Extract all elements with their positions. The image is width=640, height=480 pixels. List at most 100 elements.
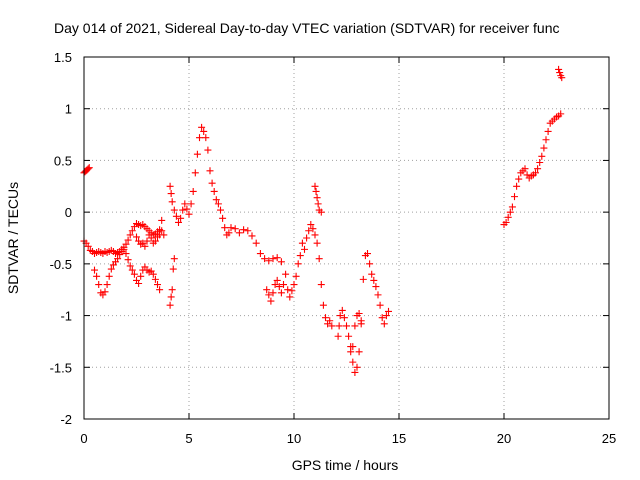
x-tick-label: 20: [497, 431, 511, 446]
data-point: [364, 250, 371, 258]
y-tick-label: -1.5: [50, 360, 72, 375]
data-point: [343, 322, 350, 330]
data-point: [208, 179, 216, 187]
data-point: [353, 363, 361, 371]
data-point: [314, 200, 322, 208]
data-point: [198, 123, 206, 131]
data-point: [536, 158, 544, 166]
data-point: [202, 134, 210, 142]
data-point: [120, 245, 128, 253]
data-point: [183, 205, 191, 213]
data-point: [506, 208, 514, 216]
data-point: [303, 234, 311, 242]
data-point: [557, 110, 565, 118]
data-point: [103, 281, 111, 289]
y-tick-label: 1.5: [54, 50, 72, 65]
data-point: [534, 165, 542, 173]
data-point: [336, 312, 344, 320]
data-point: [280, 281, 287, 289]
data-point: [532, 169, 539, 177]
data-point: [359, 275, 367, 283]
series-track-C: [91, 245, 164, 299]
data-point: [542, 136, 550, 144]
data-point: [368, 270, 376, 278]
series-track-E: [166, 123, 285, 309]
data-point: [376, 301, 384, 309]
data-point: [326, 317, 334, 325]
data-point: [277, 289, 285, 297]
data-point: [206, 167, 214, 175]
data-point: [168, 286, 176, 294]
data-point: [151, 237, 159, 245]
y-tick-label: -2: [60, 412, 72, 427]
data-point: [513, 182, 521, 190]
data-point: [141, 242, 149, 250]
data-point: [265, 291, 273, 299]
data-point: [317, 208, 325, 216]
data-point: [93, 272, 101, 280]
data-point: [154, 281, 161, 289]
data-point: [313, 194, 321, 202]
data-point: [372, 283, 380, 291]
data-point: [158, 227, 166, 235]
data-point: [385, 307, 392, 315]
data-point: [292, 272, 300, 280]
data-point: [294, 260, 302, 268]
data-point: [366, 260, 374, 268]
data-point: [107, 265, 115, 273]
data-point: [312, 187, 320, 195]
data-point: [212, 196, 220, 204]
data-point: [275, 283, 283, 291]
data-point: [177, 214, 185, 222]
data-point: [167, 293, 175, 301]
data-point: [319, 301, 327, 309]
series-track-D: [133, 216, 168, 250]
data-point: [231, 225, 239, 233]
y-tick-label: 0: [65, 205, 72, 220]
data-point: [175, 218, 182, 226]
data-point: [160, 231, 168, 239]
data-point: [340, 314, 348, 322]
data-point: [91, 266, 98, 274]
series-track-A: [80, 164, 93, 177]
data-point: [85, 164, 93, 172]
data-point: [504, 213, 512, 221]
data-point: [317, 281, 325, 289]
data-point: [355, 348, 363, 356]
data-point: [515, 175, 523, 183]
data-point: [248, 232, 256, 240]
data-point: [169, 265, 177, 273]
data-point: [133, 233, 140, 241]
data-point: [204, 146, 212, 154]
data-point: [95, 281, 103, 289]
data-point: [143, 237, 151, 245]
grid-lines: [84, 57, 609, 419]
series-track-G: [311, 182, 325, 216]
x-tick-label: 25: [602, 431, 616, 446]
data-point: [288, 287, 296, 295]
y-tick-label: -1: [60, 309, 72, 324]
data-point: [191, 169, 199, 177]
data-point: [296, 252, 304, 260]
x-tick-label: 5: [185, 431, 192, 446]
data-point: [126, 262, 134, 270]
data-point: [122, 240, 130, 248]
data-point: [311, 182, 319, 190]
data-point: [544, 127, 552, 135]
data-point: [309, 225, 317, 233]
data-point: [298, 239, 306, 247]
series-track-I: [347, 310, 365, 356]
y-axis-label: SDTVAR / TECUs: [5, 182, 21, 294]
series-track-H: [334, 250, 392, 376]
data-point: [271, 281, 279, 289]
data-point: [151, 275, 159, 283]
data-point: [328, 322, 336, 330]
data-point: [124, 236, 132, 244]
data-point: [351, 322, 359, 330]
data-point: [252, 239, 260, 247]
data-point: [345, 332, 353, 340]
data-point: [196, 134, 203, 142]
data-point: [114, 255, 122, 263]
data-point: [370, 276, 378, 284]
data-point: [508, 203, 516, 211]
